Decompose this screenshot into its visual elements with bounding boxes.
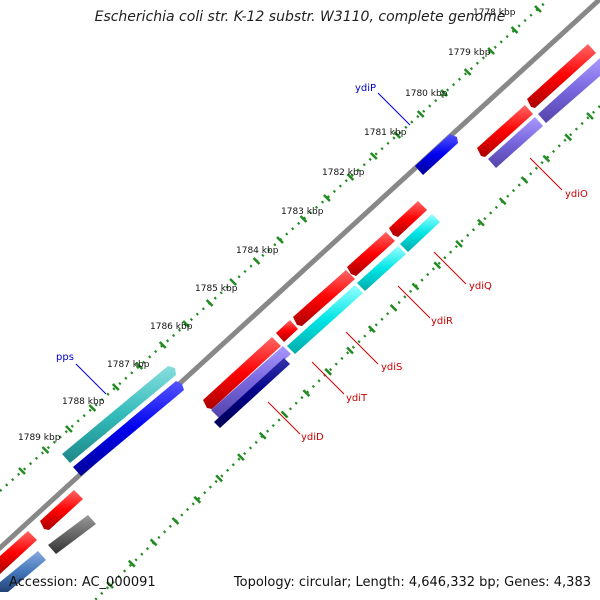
kbp-label: 1779 kbp (448, 48, 491, 58)
cds-cyan-1[interactable] (400, 214, 440, 252)
major-tick (182, 320, 191, 328)
gene-label-ydiD[interactable]: ydiD (301, 432, 324, 443)
gene-label-ydiR[interactable]: ydiR (431, 316, 453, 327)
kbp-labels: 1778 kbp 1779 kbp 1780 kbp 1781 kbp 1782 kbp… (18, 8, 516, 443)
forward-strand-features (0, 44, 596, 574)
major-tick (215, 474, 223, 483)
major-tick (586, 112, 594, 120)
major-tick (158, 341, 167, 349)
cds-steel-bottom[interactable] (0, 551, 46, 592)
genome-summary-text: Topology: circular; Length: 4,646,332 bp… (233, 575, 591, 590)
cds-lavender-right-2[interactable] (538, 58, 600, 123)
cds-red-8[interactable] (40, 490, 83, 530)
cds-teal-pps[interactable] (62, 366, 176, 463)
major-tick (367, 325, 376, 334)
cds-red-3[interactable] (389, 201, 427, 237)
major-tick (258, 431, 267, 440)
cds-lavender-right[interactable] (488, 117, 543, 168)
major-tick (389, 303, 398, 312)
cds-navy-mid[interactable] (214, 358, 290, 428)
major-tick (280, 410, 289, 419)
major-tick (106, 581, 114, 589)
reverse-strand-features (0, 58, 600, 592)
gene-label-pps[interactable]: pps (56, 352, 74, 363)
major-tick (171, 517, 180, 525)
kbp-label: 1781 kbp (364, 128, 407, 138)
major-tick (346, 346, 354, 355)
cds-red-1[interactable] (477, 105, 533, 157)
accession-text: Accession: AC_000091 (9, 575, 156, 590)
major-tick (463, 68, 472, 76)
major-tick (193, 495, 202, 504)
gene-label-ydiS[interactable]: ydiS (381, 362, 402, 373)
gene-label-ydiQ[interactable]: ydiQ (469, 281, 492, 292)
major-tick (41, 446, 50, 454)
cds-blue-pps[interactable] (73, 381, 184, 476)
kbp-label: 1786 kbp (150, 322, 193, 332)
kbp-label: 1783 kbp (281, 207, 324, 217)
major-tick (135, 362, 144, 370)
major-tick (205, 299, 214, 307)
kbp-label: 1788 kbp (62, 397, 105, 407)
major-tick (520, 176, 529, 184)
major-tick (127, 559, 136, 568)
major-tick (510, 26, 519, 34)
cds-blue-top[interactable] (415, 134, 458, 175)
major-tick (487, 47, 495, 55)
major-tick (252, 257, 261, 265)
cds-red-6[interactable] (276, 320, 298, 342)
major-tick (65, 425, 73, 433)
major-tick (346, 173, 355, 181)
major-tick (534, 5, 542, 13)
major-tick (440, 89, 449, 97)
major-tick (411, 282, 420, 291)
major-tick (111, 383, 120, 391)
outer-major-ticks (18, 5, 542, 475)
major-tick (149, 538, 158, 547)
cds-cyan-3[interactable] (287, 285, 363, 354)
major-tick (88, 404, 97, 412)
gene-label-ydiP[interactable]: ydiP (355, 83, 376, 94)
gene-label-ydiO[interactable]: ydiO (565, 189, 588, 200)
cds-red-7[interactable] (203, 337, 281, 409)
cds-red-9[interactable] (0, 531, 37, 574)
kbp-label: 1782 kbp (322, 168, 365, 178)
major-tick (477, 218, 485, 227)
major-tick (276, 236, 284, 244)
major-tick (564, 133, 573, 142)
major-tick (237, 453, 245, 461)
gene-leaders (75, 92, 563, 435)
major-tick (542, 154, 551, 163)
kbp-label: 1789 kbp (18, 433, 61, 443)
major-tick (455, 240, 463, 248)
major-tick (323, 194, 331, 202)
major-tick (393, 131, 402, 139)
genome-backbone (0, 0, 600, 552)
kbp-label: 1785 kbp (195, 284, 238, 294)
gene-label-ydiT[interactable]: ydiT (346, 393, 368, 404)
major-tick (229, 278, 237, 286)
major-tick (302, 389, 311, 398)
major-tick (498, 197, 507, 206)
major-tick (369, 152, 378, 160)
cds-red-2[interactable] (527, 44, 596, 108)
inner-dot-track (94, 105, 600, 600)
kbp-label: 1784 kbp (236, 246, 279, 256)
major-tick (433, 261, 442, 270)
cds-red-4[interactable] (347, 232, 395, 276)
major-tick (18, 467, 26, 475)
kbp-label: 1787 kbp (107, 360, 150, 370)
inner-major-ticks (106, 112, 594, 589)
major-tick (416, 110, 425, 118)
kbp-label: 1778 kbp (473, 8, 516, 18)
map-title: Escherichia coli str. K-12 substr. W3110… (94, 9, 506, 25)
cds-gray-bottom[interactable] (48, 515, 96, 554)
cds-red-5[interactable] (293, 270, 355, 326)
cds-lavender-mid[interactable] (211, 346, 291, 418)
major-tick (299, 215, 308, 223)
major-tick (324, 367, 333, 376)
kbp-label: 1780 kbp (405, 89, 448, 99)
cds-cyan-2[interactable] (357, 246, 406, 291)
